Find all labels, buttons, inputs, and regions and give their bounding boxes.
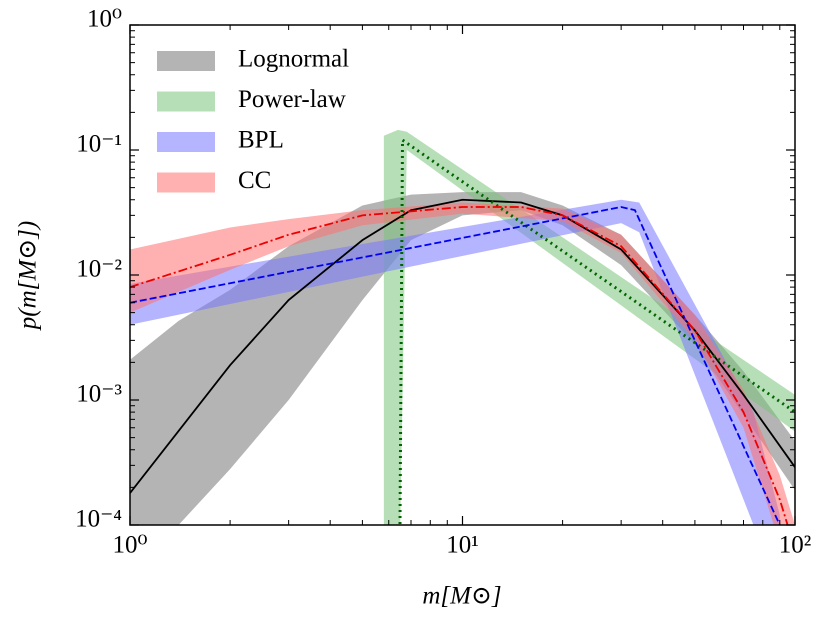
legend-swatch bbox=[157, 132, 215, 152]
x-tick-label: 10⁰ bbox=[112, 532, 147, 559]
legend-swatch bbox=[157, 51, 215, 71]
plot-area bbox=[130, 129, 795, 525]
x-tick-label: 10¹ bbox=[446, 532, 479, 559]
y-tick-label: 10⁻¹ bbox=[76, 131, 122, 158]
y-tick-label: 10⁻³ bbox=[76, 381, 122, 408]
x-axis-label: m[M⊙] bbox=[422, 583, 501, 610]
y-tick-label: 10⁻² bbox=[76, 256, 122, 283]
legend-swatch bbox=[157, 172, 215, 193]
y-tick-label: 10⁰ bbox=[87, 6, 122, 33]
legend-label: Power-law bbox=[238, 86, 346, 113]
median-line bbox=[398, 137, 795, 525]
band bbox=[130, 199, 780, 525]
legend-label: CC bbox=[238, 167, 271, 194]
y-tick-label: 10⁻⁴ bbox=[75, 506, 122, 533]
median-line bbox=[130, 206, 781, 525]
x-tick-label: 10² bbox=[779, 532, 812, 559]
legend-swatch bbox=[157, 91, 215, 112]
median-line bbox=[130, 206, 789, 525]
legend-label: BPL bbox=[238, 127, 284, 154]
y-axis-label: p(m[M⊙]) bbox=[15, 221, 42, 331]
legend-label: Lognormal bbox=[238, 46, 349, 73]
